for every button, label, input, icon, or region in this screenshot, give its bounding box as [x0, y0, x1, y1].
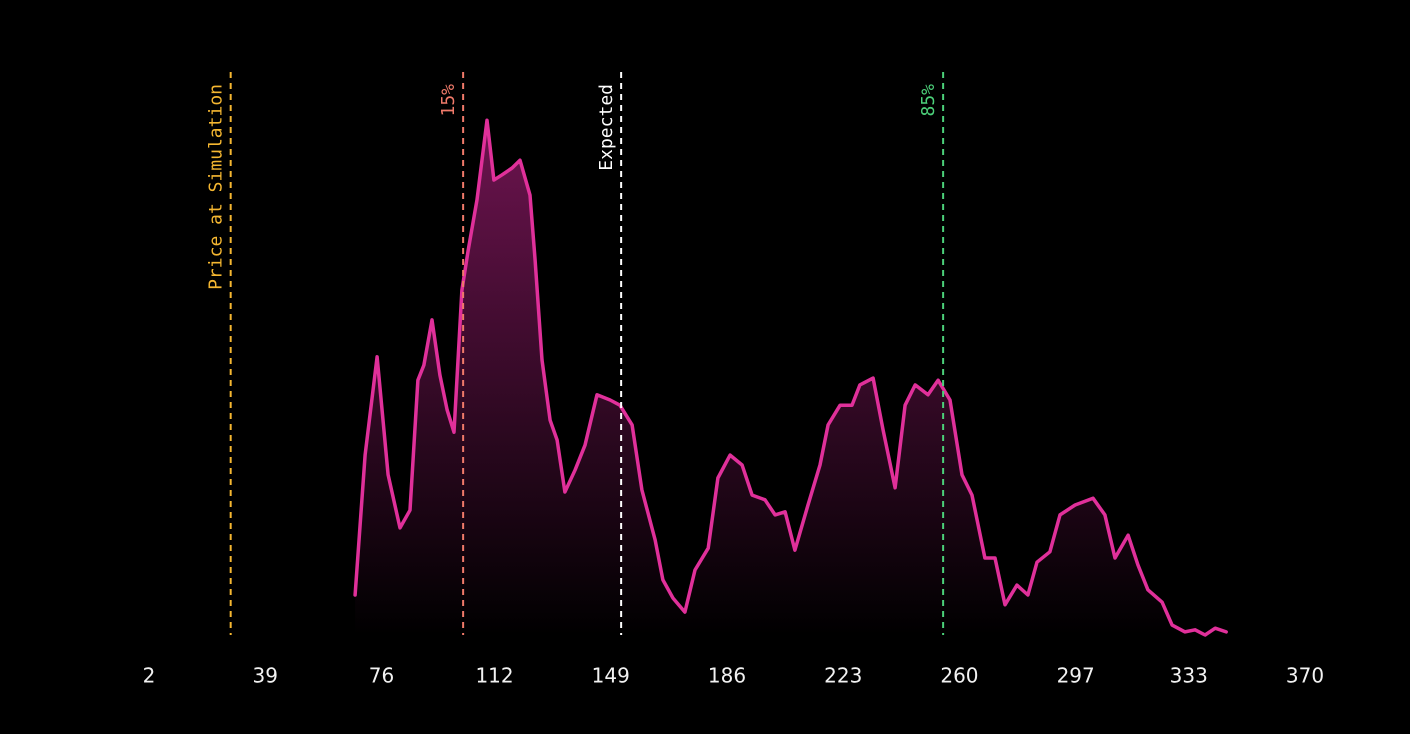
x-tick-label: 333 — [1170, 664, 1208, 688]
reference-label: 15% — [438, 84, 459, 117]
x-tick-label: 76 — [369, 664, 394, 688]
reference-label: Expected — [596, 84, 617, 171]
x-tick-label: 112 — [475, 664, 513, 688]
x-tick-label: 186 — [708, 664, 746, 688]
x-tick-label: 260 — [940, 664, 978, 688]
density-line — [353, 118, 1228, 637]
x-tick-label: 39 — [253, 664, 278, 688]
x-tick-label: 297 — [1057, 664, 1095, 688]
x-tick-label: 2 — [143, 664, 156, 688]
x-tick-label: 370 — [1286, 664, 1324, 688]
density-area — [355, 120, 1227, 635]
x-tick-label: 223 — [824, 664, 862, 688]
x-tick-label: 149 — [592, 664, 630, 688]
reference-label: Price at Simulation — [206, 84, 227, 290]
reference-label: 85% — [918, 84, 939, 117]
